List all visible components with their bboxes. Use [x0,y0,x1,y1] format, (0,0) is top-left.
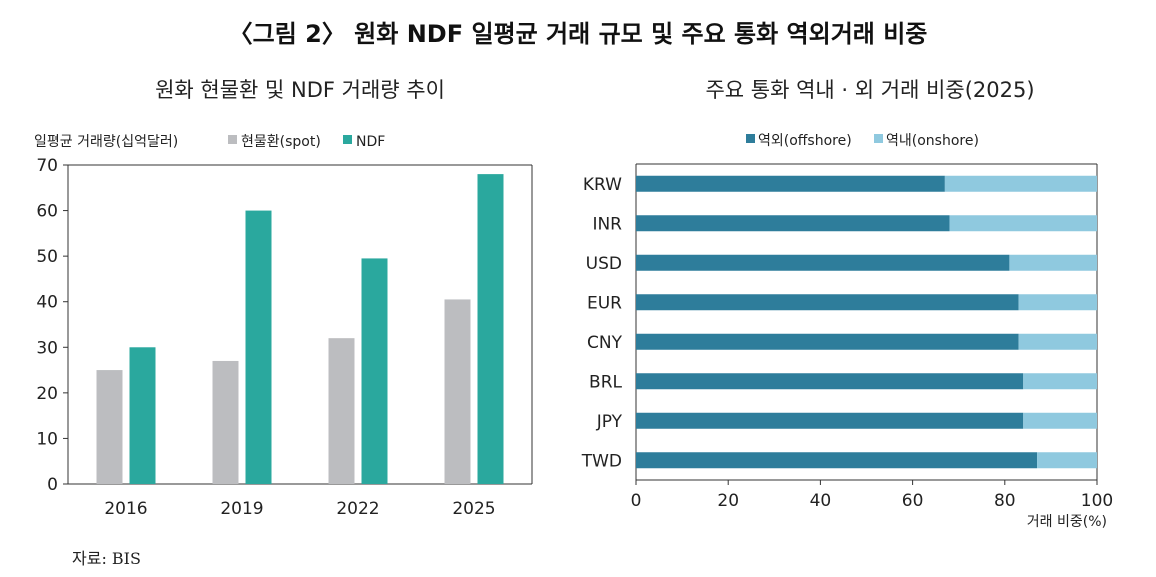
right-chart-title: 주요 통화 역내 · 외 거래 비중(2025) [705,78,1035,102]
y-tick-label: JPY [596,412,623,432]
y-tick-label: 60 [36,202,58,222]
left-chart-title: 원화 현물환 및 NDF 거래량 추이 [155,78,445,102]
legend-label-1: NDF [356,134,385,150]
x-tick-label: 2022 [336,499,379,519]
y-tick-label: USD [586,254,622,274]
offshore-bar-USD [636,254,1010,271]
y-tick-label: EUR [587,293,622,313]
offshore-bar-TWD [636,452,1038,469]
left-chart: 일평균 거래량(십억달러) 현물환(spot) NDF 0 10 20 30 40 50 60 70… [34,134,533,519]
spot-bar-2025 [444,299,471,484]
legend-label-0: 현물환(spot) [241,134,321,150]
right-chart: 역외(offshore) 역내(onshore) 0 20 40 60 80 100 거래 비중… [581,133,1114,530]
legend-swatch-0 [228,135,237,144]
spot-bar-2019 [212,360,239,484]
figure-title: 〈그림 2〉 원화 NDF 일평균 거래 규모 및 주요 통화 역외거래 비중 [228,20,928,48]
y-tick-label: CNY [587,333,623,353]
offshore-bar-KRW [636,175,945,192]
x-tick-label: 2019 [220,499,263,519]
source-note: 자료: BIS [72,549,141,568]
legend-swatch-1 [874,134,883,143]
legend-swatch-1 [343,135,352,144]
y-tick-label: BRL [589,372,622,392]
y-tick-label: TWD [581,451,622,471]
spot-bar-2022 [328,338,355,484]
onshore-bar-INR [949,215,1097,232]
offshore-bar-CNY [636,333,1019,350]
ndf-bar-2025 [477,174,504,484]
x-tick-label: 2025 [452,499,495,519]
legend-swatch-0 [746,134,755,143]
onshore-bar-TWD [1037,452,1097,469]
x-tick-label: 2016 [104,499,147,519]
x-tick-label: 60 [902,491,924,511]
ndf-bar-2016 [129,347,156,484]
onshore-bar-KRW [944,175,1097,192]
x-tick-label: 100 [1081,491,1113,511]
y-tick-label: INR [592,214,622,234]
onshore-bar-EUR [1018,294,1097,311]
offshore-bar-BRL [636,373,1024,390]
x-tick-label: 40 [810,491,832,511]
y-tick-label: 40 [36,293,58,313]
ndf-bar-2019 [245,210,272,485]
legend-label-0: 역외(offshore) [758,133,852,149]
offshore-bar-JPY [636,412,1024,429]
y-tick-label: 10 [36,429,58,449]
y-tick-label: 0 [47,475,58,495]
onshore-bar-CNY [1018,333,1097,350]
y-tick-label: 30 [36,338,58,358]
y-tick-label: 50 [36,247,58,267]
y-axis-label: 일평균 거래량(십억달러) [34,134,178,150]
onshore-bar-BRL [1023,373,1097,390]
y-tick-label: 20 [36,384,58,404]
x-tick-label: 0 [631,491,642,511]
onshore-bar-USD [1009,254,1097,271]
x-tick-label: 20 [717,491,739,511]
legend-label-1: 역내(onshore) [886,133,979,149]
ndf-bar-2022 [361,258,388,484]
x-axis-label: 거래 비중(%) [1027,514,1107,530]
onshore-bar-JPY [1023,412,1097,429]
offshore-bar-EUR [636,294,1019,311]
spot-bar-2016 [96,370,123,484]
offshore-bar-INR [636,215,950,232]
y-tick-label: 70 [36,156,58,176]
y-tick-label: KRW [583,175,622,195]
x-tick-label: 80 [994,491,1016,511]
